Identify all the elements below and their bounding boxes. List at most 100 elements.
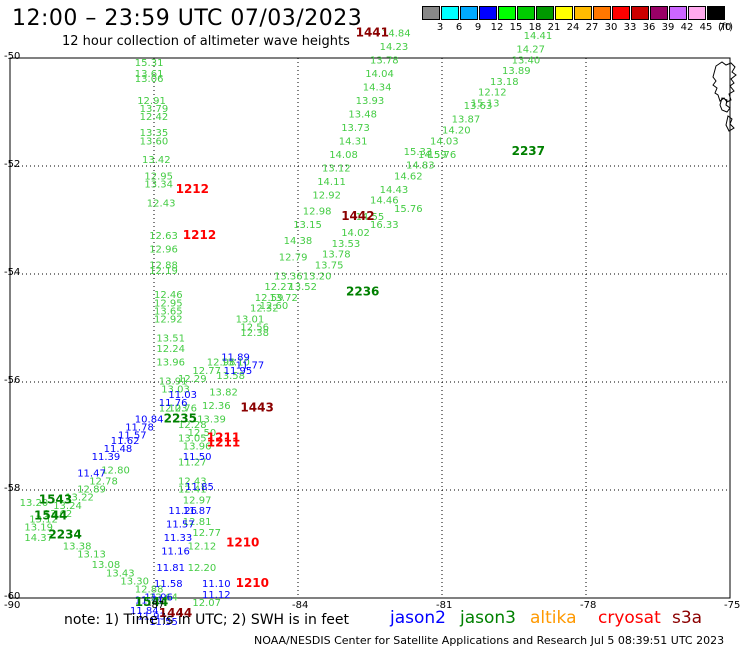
swh-value-label: 13.05 — [178, 433, 207, 444]
pass-number-label: 1544 — [135, 595, 168, 609]
jason2-swh-label: 11.33 — [164, 533, 193, 544]
jason2-swh-label: 11.47 — [77, 468, 106, 479]
swh-value-label: 12.91 — [137, 96, 166, 107]
colorbar-tick-label: 45 — [699, 22, 713, 33]
swh-value-label: 13.35 — [140, 128, 169, 139]
swh-value-label: 12.20 — [188, 563, 217, 574]
swh-value-label: 14.37 — [24, 533, 53, 544]
swh-value-label: 13.08 — [92, 560, 121, 571]
jason2-swh-label: 11.12 — [202, 590, 231, 601]
colorbar-tick-label: 12 — [490, 22, 504, 33]
swh-value-label: 12.03 — [159, 404, 188, 415]
swh-value-label: 15.76 — [428, 150, 457, 161]
pass-number-label: 1544 — [34, 509, 67, 523]
swh-value-label: 14.03 — [430, 136, 459, 147]
jason2-swh-label: 11.57 — [166, 520, 195, 531]
jason2-swh-label: 11.55 — [149, 617, 178, 628]
pass-number-label: 1211 — [207, 436, 240, 450]
swh-value-label: 13.20 — [303, 271, 332, 282]
swh-value-label: 14.84 — [382, 28, 411, 39]
swh-value-label: 12.96 — [149, 244, 178, 255]
swh-value-label: 14.27 — [516, 45, 545, 56]
jason2-swh-label: 11.85 — [185, 482, 214, 493]
swh-value-label: 14.46 — [370, 196, 399, 207]
swh-value-label: 13.24 — [53, 501, 82, 512]
colorbar-tick-label: 36 — [642, 22, 656, 33]
swh-value-label: 12.46 — [154, 290, 183, 301]
swh-value-label: 13.06 — [135, 74, 164, 85]
swh-value-label: 12.43 — [178, 477, 207, 488]
colorbar-swatch — [460, 6, 478, 20]
jason2-swh-label: 11.81 — [156, 563, 185, 574]
longitude-label: -75 — [724, 600, 740, 611]
swh-value-label: 12.89 — [77, 485, 106, 496]
swh-value-label: 14.23 — [380, 42, 409, 53]
swh-value-label: 12.41 — [178, 485, 207, 496]
swh-value-label: 13.79 — [140, 104, 169, 115]
swh-value-label: 13.51 — [156, 333, 185, 344]
colorbar-tick-label: 39 — [661, 22, 675, 33]
colorbar-tick-label: 42 — [680, 22, 694, 33]
pass-number-label: 2234 — [48, 528, 81, 542]
jason2-swh-label: 11.39 — [92, 452, 121, 463]
swh-value-label: 12.60 — [260, 301, 289, 312]
swh-value-label: 12.76 — [168, 404, 197, 415]
swh-value-label: 13.40 — [512, 55, 541, 66]
colorbar-tick-label: 3 — [436, 22, 444, 33]
footer-credit: NOAA/NESDIS Center for Satellite Applica… — [254, 634, 725, 647]
swh-value-label: 12.64 — [149, 593, 178, 604]
jason2-swh-label: 11.16 — [161, 547, 190, 558]
pass-number-label: 2237 — [512, 144, 545, 158]
swh-value-label: 13.20 — [20, 498, 49, 509]
legend-jason2: jason2 — [390, 608, 446, 628]
swh-value-label: 12.07 — [192, 598, 221, 609]
swh-value-label: 14.41 — [524, 31, 553, 42]
colorbar-tick-label: 6 — [455, 22, 463, 33]
swh-value-label: 13.96 — [183, 441, 212, 452]
swh-value-label: 13.96 — [156, 358, 185, 369]
swh-value-label: 12.80 — [101, 466, 130, 477]
swh-value-label: 15.31 — [135, 58, 164, 69]
swh-value-label: 14.20 — [442, 126, 471, 137]
swh-value-label: 13.62 — [44, 509, 73, 520]
swh-value-label: 12.98 — [303, 207, 332, 218]
latitude-label: -54 — [4, 267, 21, 278]
legend-s3a: s3a — [672, 608, 703, 628]
latitude-label: -58 — [4, 483, 21, 494]
swh-value-label: 13.63 — [464, 101, 493, 112]
footer-note: note: 1) Time is in UTC; 2) SWH is in fe… — [64, 612, 350, 628]
swh-value-label: 13.72 — [269, 293, 298, 304]
swh-value-label: 12.28 — [178, 420, 207, 431]
swh-value-label: 14.59 — [418, 150, 447, 161]
swh-value-label: 13.93 — [356, 96, 385, 107]
swh-value-label: 14.43 — [380, 185, 409, 196]
colorbar-swatch — [422, 6, 440, 20]
legend-jason3: jason3 — [460, 608, 516, 628]
colorbar-tick-label: 15 — [509, 22, 523, 33]
colorbar-swatch — [593, 6, 611, 20]
swh-value-label: 12.12 — [478, 88, 507, 99]
swh-value-label: 15.13 — [471, 99, 500, 110]
legend-cryosat: cryosat — [598, 608, 661, 628]
swh-value-label: 13.18 — [490, 77, 519, 88]
swh-value-label: 13.12 — [322, 163, 351, 174]
swh-value-label: 14.55 — [356, 212, 385, 223]
swh-value-label: 13.12 — [29, 514, 58, 525]
swh-value-label: 14.34 — [363, 82, 392, 93]
swh-value-label: 12.56 — [240, 323, 269, 334]
colorbar-swatch — [517, 6, 535, 20]
swh-value-label: 12.12 — [188, 541, 217, 552]
jason2-swh-label: 11.95 — [224, 366, 253, 377]
swh-value-label: 12.19 — [149, 266, 178, 277]
jason2-swh-label: 11.10 — [202, 579, 231, 590]
swh-value-label: 13.87 — [452, 115, 481, 126]
pass-number-label: 1442 — [341, 209, 374, 223]
swh-value-label: 13.65 — [154, 306, 183, 317]
swh-value-label: 12.29 — [178, 374, 207, 385]
colorbar-units: (ft) — [718, 22, 734, 33]
swh-value-label: 13.53 — [332, 239, 361, 250]
jason2-swh-label: 11.93 — [137, 612, 166, 623]
swh-value-label: 13.78 — [322, 250, 351, 261]
